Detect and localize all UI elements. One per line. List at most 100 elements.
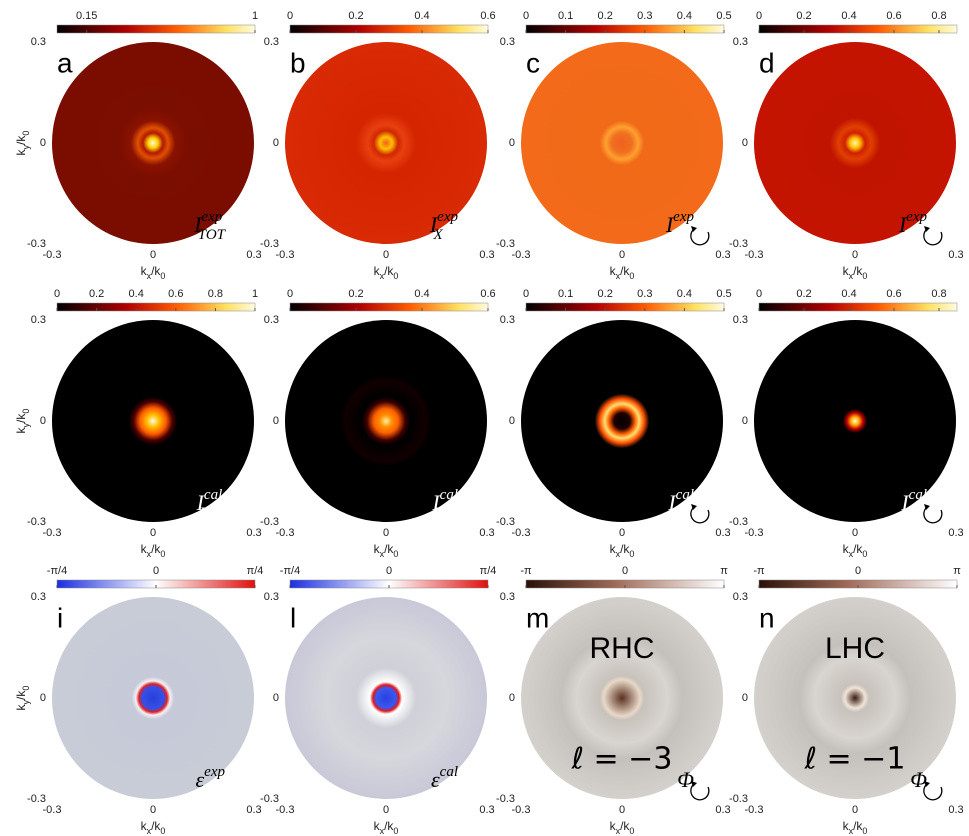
y-tick-label: -0.3 — [729, 238, 748, 250]
figure: 0.151-0.3-0.3000.30.3kx/k0ky/k0aIexpTOT0… — [0, 0, 969, 836]
colorbar — [759, 25, 957, 33]
quantity-label: Ical — [667, 487, 694, 515]
axis-label-part: 0 — [629, 271, 634, 281]
axis-label: kx/k0 — [141, 264, 166, 281]
colorbar-tick-label: 0 — [153, 565, 159, 577]
colorbar-tick-label: 0.4 — [129, 288, 144, 300]
colorbar-tick-label: 0.2 — [89, 288, 104, 300]
colorbar-tick-label: 0.2 — [796, 10, 811, 22]
colorbar-tick-label: π/4 — [480, 565, 497, 577]
axis-label-part: 0 — [629, 549, 634, 559]
panel-letter: g — [526, 325, 542, 356]
x-tick-label: -0.3 — [276, 249, 295, 261]
colorbar-tick-label: 0.2 — [348, 10, 363, 22]
axis-label-part: 0 — [629, 826, 634, 836]
axis-label: ky/k0 — [14, 409, 31, 434]
colorbar-tick-label: 0.6 — [480, 288, 495, 300]
y-tick-label: 0.3 — [500, 591, 515, 603]
x-tick-label: 0 — [383, 804, 389, 816]
x-tick-label: 0.3 — [715, 249, 730, 261]
x-tick-label: 0 — [619, 249, 625, 261]
y-tick-label: 0 — [742, 692, 748, 704]
axis-label: kx/k0 — [141, 542, 166, 559]
x-tick-label: 0 — [150, 249, 156, 261]
panel-letter: e — [57, 325, 73, 356]
y-tick-label: -0.3 — [496, 238, 515, 250]
colorbar-tick-label: 0.15 — [76, 10, 97, 22]
quantity-label-part: cal — [440, 764, 458, 780]
y-tick-label: 0.3 — [733, 591, 748, 603]
y-tick-label: 0 — [40, 692, 46, 704]
colorbar-tick-label: 0.3 — [637, 10, 652, 22]
x-tick-label: 0.3 — [246, 804, 261, 816]
x-tick-label: -0.3 — [276, 804, 295, 816]
x-tick-label: 0.3 — [948, 527, 963, 539]
y-tick-label: -0.3 — [260, 793, 279, 805]
colorbar-tick-label: 0.2 — [598, 288, 613, 300]
y-tick-label: 0.3 — [733, 36, 748, 48]
quantity-label-part: X — [433, 227, 444, 243]
y-tick-label: 0 — [273, 415, 279, 427]
axis-label-part: 0 — [160, 549, 165, 559]
y-tick-label: 0 — [742, 137, 748, 149]
panel-letter: d — [759, 47, 775, 78]
colorbar — [290, 25, 488, 33]
x-tick-label: 0 — [150, 527, 156, 539]
panel-letter: m — [526, 602, 549, 633]
axis-label-part: 0 — [21, 131, 31, 136]
x-tick-label: 0.3 — [948, 249, 963, 261]
y-tick-label: 0.3 — [264, 314, 279, 326]
axis-label-part: 0 — [862, 549, 867, 559]
colorbar-tick-label: 0.1 — [558, 10, 573, 22]
axis-label-part: 0 — [862, 826, 867, 836]
quantity-label-part: X — [433, 505, 444, 521]
colorbar-tick-label: -π — [753, 565, 765, 577]
colorbar-tick-label: 0.4 — [414, 288, 429, 300]
colorbar-tick-label: 0 — [386, 565, 392, 577]
colorbar — [526, 303, 724, 311]
panel-letter: n — [759, 602, 775, 633]
panel-letter: a — [57, 47, 73, 78]
panel-image — [52, 320, 254, 522]
colorbar-tick-label: 0 — [523, 288, 529, 300]
axis-label: kx/k0 — [843, 264, 868, 281]
x-tick-label: -0.3 — [745, 804, 764, 816]
x-tick-label: 0.3 — [715, 527, 730, 539]
colorbar-tick-label: 0.4 — [677, 10, 692, 22]
panel-letter: h — [759, 325, 775, 356]
colorbar — [526, 25, 724, 33]
y-tick-label: 0.3 — [31, 591, 46, 603]
y-tick-label: 0.3 — [31, 314, 46, 326]
panel-letter: l — [290, 602, 296, 633]
quantity-label: εexp — [196, 764, 226, 792]
y-tick-label: 0.3 — [500, 36, 515, 48]
panel-image — [52, 42, 254, 244]
quantity-label-part: TOT — [198, 505, 227, 521]
axis-label: ky/k0 — [14, 131, 31, 156]
quantity-label-part: exp — [437, 209, 458, 225]
colorbar-tick-label: -π/4 — [47, 565, 67, 577]
y-tick-label: -0.3 — [27, 516, 46, 528]
x-tick-label: -0.3 — [43, 249, 62, 261]
axis-label-part: 0 — [160, 826, 165, 836]
colorbar-tick-label: 0 — [523, 10, 529, 22]
x-tick-label: 0.3 — [479, 804, 494, 816]
topological-charge: ℓ = −3 — [571, 742, 673, 777]
x-tick-label: 0 — [852, 804, 858, 816]
colorbar-tick-label: 0.5 — [716, 288, 731, 300]
colorbar-tick-label: 0.4 — [841, 10, 856, 22]
panel-letter: f — [290, 325, 298, 356]
y-tick-label: -0.3 — [729, 793, 748, 805]
y-tick-label: 0 — [509, 415, 515, 427]
colorbar — [290, 303, 488, 311]
quantity-label: IexpX — [429, 209, 459, 243]
quantity-label-part: cal — [676, 487, 694, 503]
x-tick-label: 0.3 — [715, 804, 730, 816]
colorbar-tick-label: π/4 — [247, 565, 264, 577]
colorbar-tick-label: 0.4 — [841, 288, 856, 300]
y-tick-label: 0.3 — [264, 36, 279, 48]
axis-label: kx/k0 — [610, 819, 635, 836]
colorbar — [759, 303, 957, 311]
colorbar-tick-label: 0.2 — [598, 10, 613, 22]
axis-label: kx/k0 — [843, 819, 868, 836]
